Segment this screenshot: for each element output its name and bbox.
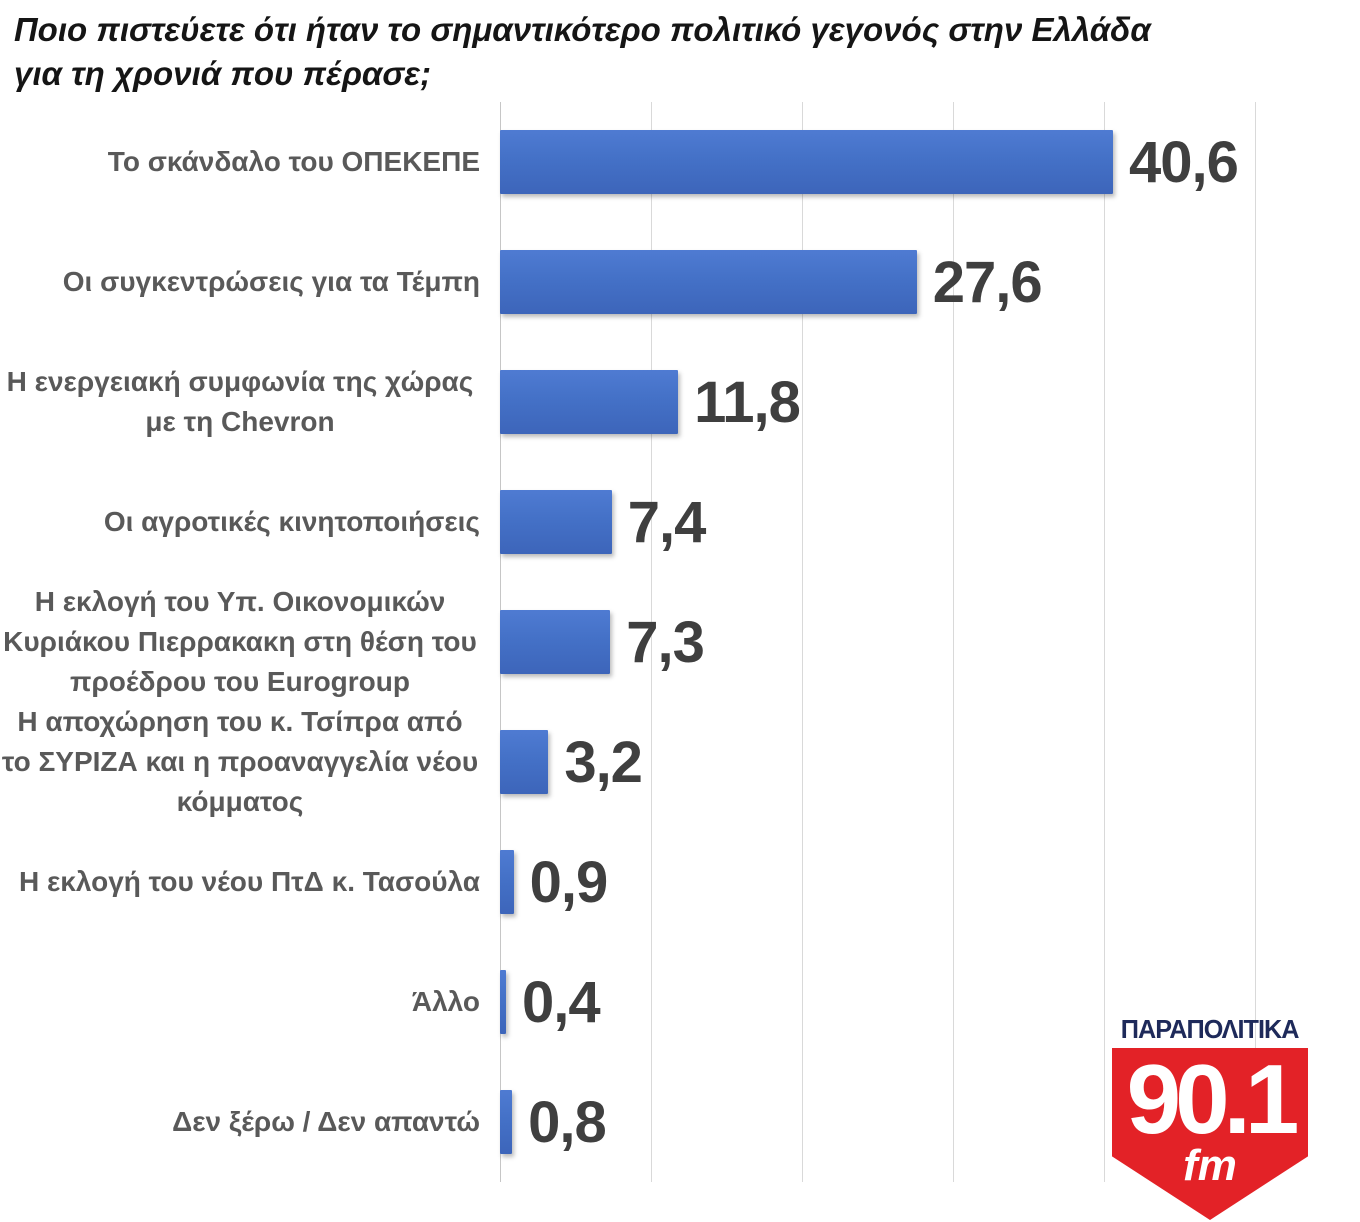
logo-badge: 90.1 fm: [1112, 1048, 1308, 1220]
logo-band: fm: [1183, 1140, 1237, 1190]
category-label-text: Οι αγροτικές κινητοποιήσεις: [103, 506, 480, 538]
category-label-text: Η ενεργειακή συμφωνία της χώρας με τη Ch…: [6, 366, 474, 437]
bar-area: 11,8: [500, 342, 1255, 462]
value-label: 27,6: [932, 249, 1043, 315]
bar-row: Οι συγκεντρώσεις για τα Τέμπη 27,6: [0, 222, 1360, 342]
value-label: 7,4: [627, 489, 707, 555]
bar-area: 7,4: [500, 462, 1255, 582]
logo-brand: ΠΑΡΑΠΟΛΙΤΙΚΑ: [1121, 1014, 1300, 1044]
bar: [500, 850, 514, 914]
gridline: [651, 102, 652, 1182]
bar: [500, 250, 917, 314]
category-label: Οι αγροτικές κινητοποιήσεις: [0, 502, 500, 542]
category-label: Το σκάνδαλο του ΟΠΕΚΕΠΕ: [0, 142, 500, 182]
bar-area: 7,3: [500, 582, 1255, 702]
category-label-text: Δεν ξέρω / Δεν απαντώ: [172, 1106, 480, 1138]
category-label: Η αποχώρηση του κ. Τσίπρα από το ΣΥΡΙΖΑ …: [0, 702, 500, 821]
chart-title: Ποιο πιστεύετε ότι ήταν το σημαντικότερο…: [14, 11, 1151, 92]
bar: [500, 970, 507, 1034]
category-label: Η εκλογή του Υπ. Οικονομικών Κυριάκου Πι…: [0, 582, 500, 701]
category-label: Δεν ξέρω / Δεν απαντώ: [0, 1102, 500, 1142]
bar-row: Η αποχώρηση του κ. Τσίπρα από το ΣΥΡΙΖΑ …: [0, 702, 1360, 822]
bar: [500, 130, 1114, 194]
gridline: [1104, 102, 1105, 1182]
bar-area: 0,8: [500, 1062, 1255, 1182]
bar-row: Η εκλογή του νέου ΠτΔ κ. Τασούλα 0,9: [0, 822, 1360, 942]
bar-area: 40,6: [500, 102, 1255, 222]
value-label: 11,8: [694, 369, 801, 435]
plot-area: Το σκάνδαλο του ΟΠΕΚΕΠΕ 40,6 Οι συγκεντρ…: [0, 102, 1360, 1182]
gridline: [953, 102, 954, 1182]
category-label-text: Η εκλογή του νέου ΠτΔ κ. Τασούλα: [18, 866, 480, 898]
gridline: [1255, 102, 1256, 1182]
category-label-text: Η εκλογή του Υπ. Οικονομικών Κυριάκου Πι…: [3, 586, 477, 697]
bar-row: Άλλο 0,4: [0, 942, 1360, 1062]
category-label-text: Το σκάνδαλο του ΟΠΕΚΕΠΕ: [107, 146, 480, 178]
bar: [500, 490, 612, 554]
bar: [500, 1090, 513, 1154]
category-label: Άλλο: [0, 982, 500, 1022]
category-label: Οι συγκεντρώσεις για τα Τέμπη: [0, 262, 500, 302]
bar-row: Δεν ξέρω / Δεν απαντώ 0,8: [0, 1062, 1360, 1182]
value-label: 0,9: [529, 849, 609, 915]
bar-area: 0,9: [500, 822, 1255, 942]
gridline: [802, 102, 803, 1182]
category-label-text: Άλλο: [411, 986, 480, 1018]
logo: ΠΑΡΑΠΟΛΙΤΙΚΑ 90.1 fm: [1112, 1014, 1308, 1220]
value-label: 0,8: [528, 1089, 607, 1155]
category-label-text: Η αποχώρηση του κ. Τσίπρα από το ΣΥΡΙΖΑ …: [1, 706, 479, 817]
bar-rows: Το σκάνδαλο του ΟΠΕΚΕΠΕ 40,6 Οι συγκεντρ…: [0, 102, 1360, 1182]
value-label: 0,4: [522, 969, 601, 1035]
value-label: 7,3: [626, 609, 705, 675]
bar-area: 3,2: [500, 702, 1255, 822]
category-label: Η εκλογή του νέου ΠτΔ κ. Τασούλα: [0, 862, 500, 902]
bar: [500, 370, 679, 434]
category-label: Η ενεργειακή συμφωνία της χώρας με τη Ch…: [0, 362, 500, 442]
bar: [500, 730, 549, 794]
value-label: 40,6: [1129, 129, 1239, 195]
bar-row: Η ενεργειακή συμφωνία της χώρας με τη Ch…: [0, 342, 1360, 462]
category-label-text: Οι συγκεντρώσεις για τα Τέμπη: [62, 266, 480, 298]
bar-row: Η εκλογή του Υπ. Οικονομικών Κυριάκου Πι…: [0, 582, 1360, 702]
bar: [500, 610, 611, 674]
bar-row: Οι αγροτικές κινητοποιήσεις 7,4: [0, 462, 1360, 582]
bar-row: Το σκάνδαλο του ΟΠΕΚΕΠΕ 40,6: [0, 102, 1360, 222]
value-label: 3,2: [564, 729, 643, 795]
logo-frequency: 90.1: [1126, 1044, 1300, 1154]
bar-area: 0,4: [500, 942, 1255, 1062]
bar-area: 27,6: [500, 222, 1255, 342]
